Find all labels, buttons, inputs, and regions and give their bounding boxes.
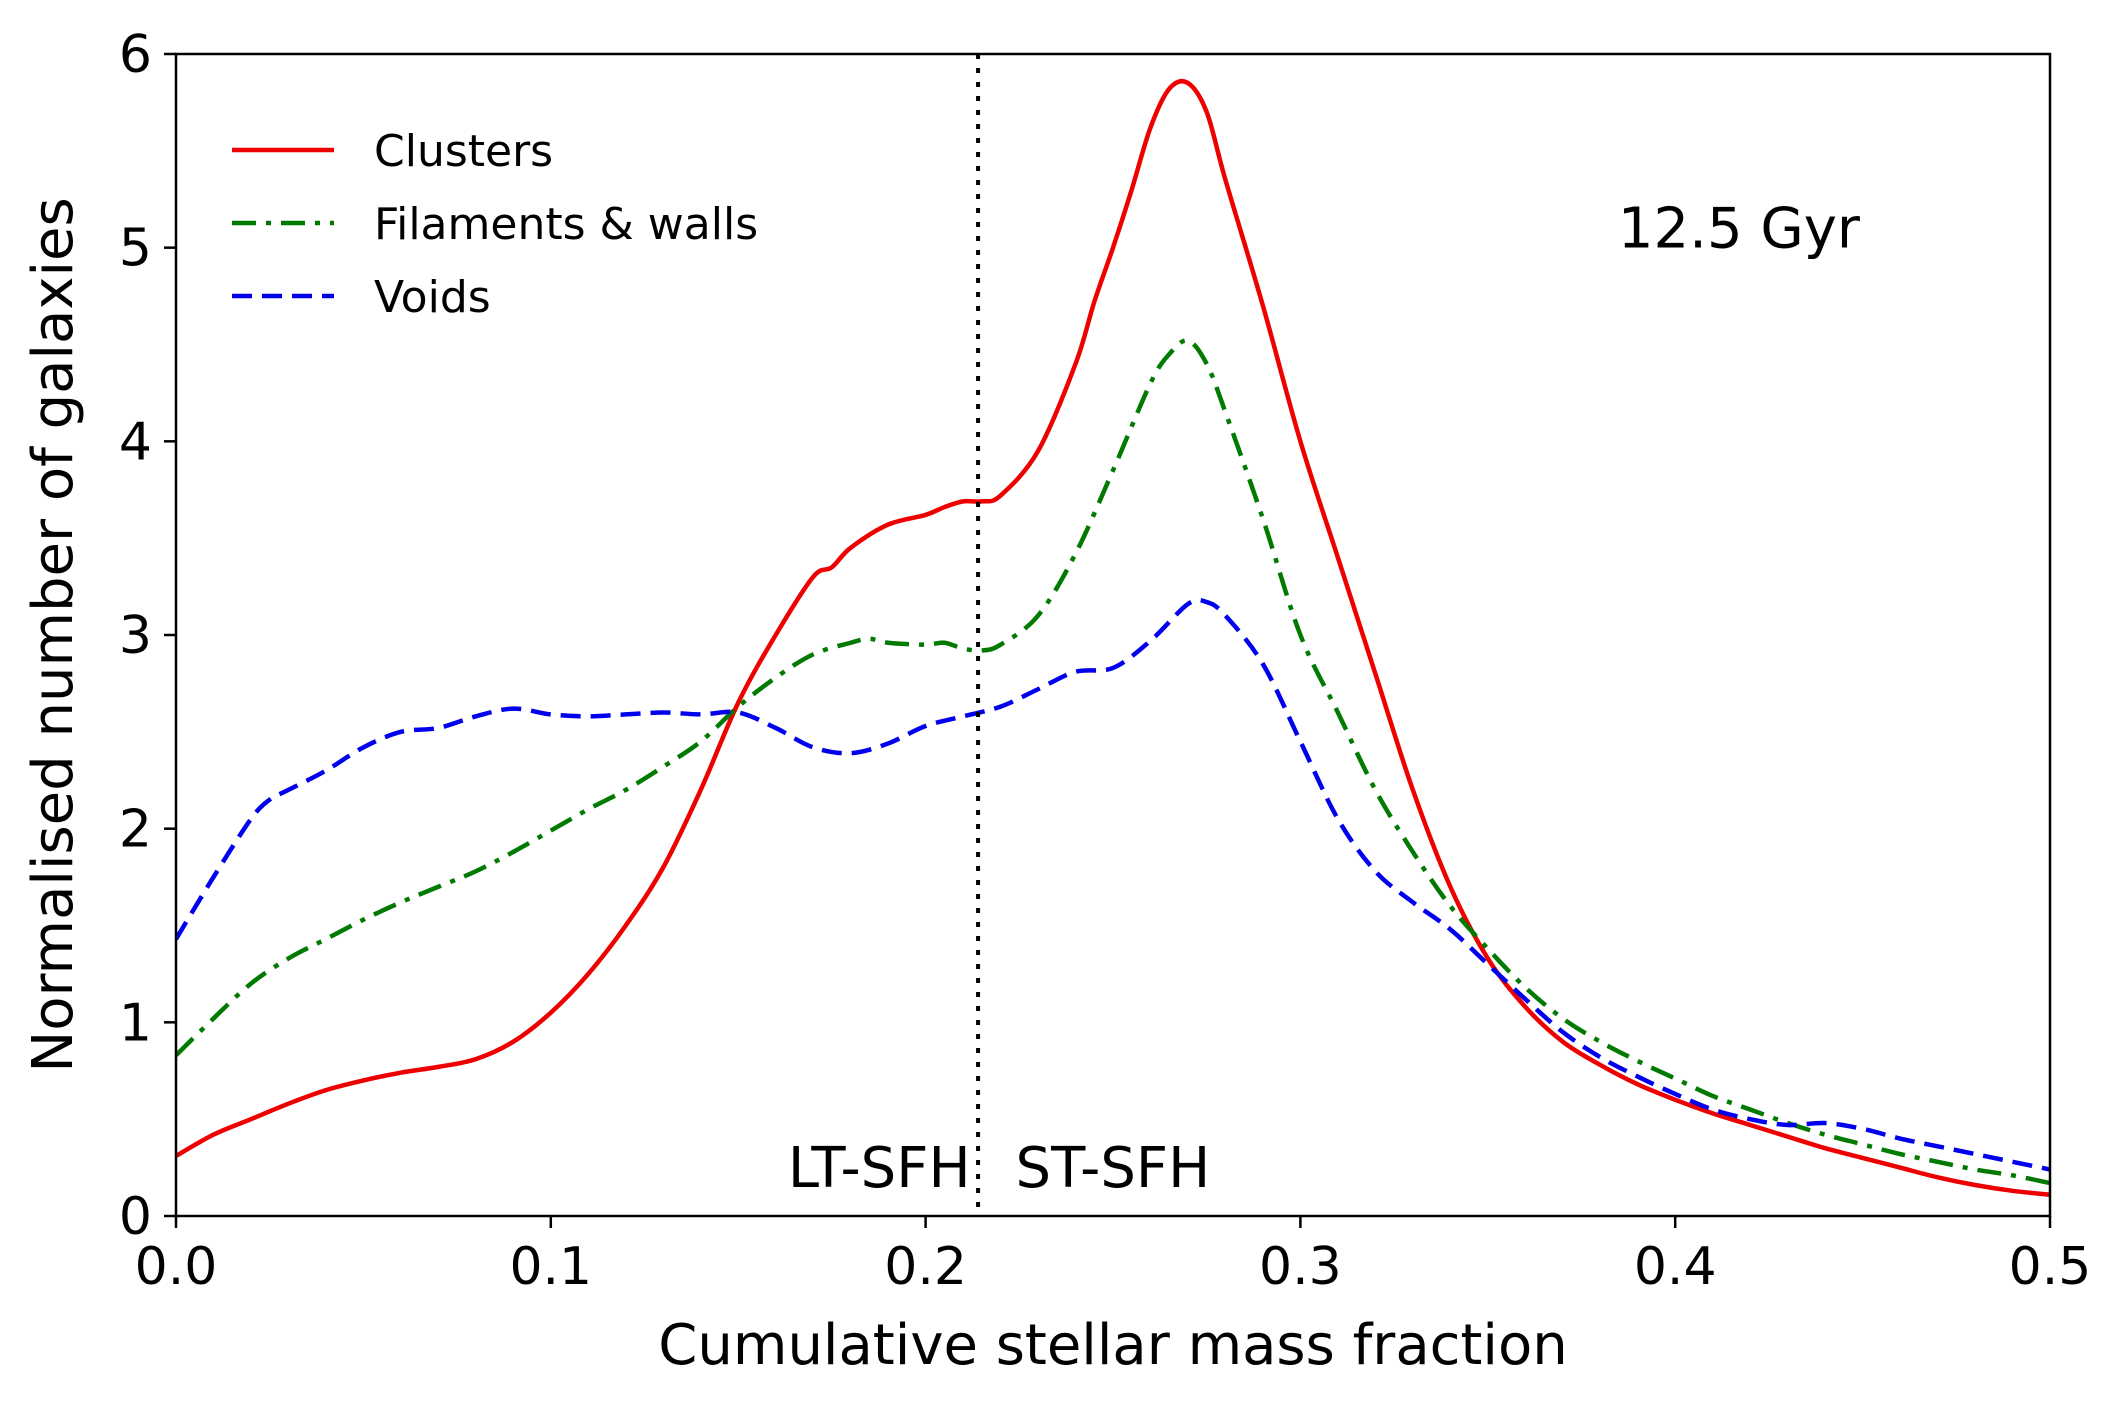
- x-axis-label: Cumulative stellar mass fraction: [658, 1313, 1567, 1378]
- y-tick-label: 6: [119, 25, 152, 85]
- region-labels: LT-SFH ST-SFH: [788, 1136, 1210, 1201]
- legend-label-filaments-walls: Filaments & walls: [374, 199, 758, 250]
- series-line-voids: [176, 597, 2050, 1172]
- series-layer: [176, 78, 2050, 1197]
- region-label-lt-sfh: LT-SFH: [788, 1136, 971, 1201]
- y-tick-label: 0: [119, 1187, 152, 1247]
- region-label-st-sfh: ST-SFH: [1016, 1136, 1211, 1201]
- x-tick-label: 0.2: [884, 1237, 967, 1297]
- x-tick-label: 0.4: [1634, 1237, 1717, 1297]
- legend-label-voids: Voids: [374, 272, 491, 323]
- x-axis-ticks: 0.0 0.1 0.2 0.3 0.4 0.5: [135, 1216, 2092, 1297]
- y-tick-label: 5: [119, 219, 152, 279]
- y-tick-label: 3: [119, 606, 152, 666]
- x-tick-label: 0.1: [509, 1237, 592, 1297]
- x-tick-label: 0.3: [1259, 1237, 1342, 1297]
- x-tick-label: 0.0: [135, 1237, 218, 1297]
- legend: Clusters Filaments & walls Voids: [232, 126, 758, 323]
- legend-label-clusters: Clusters: [374, 126, 553, 177]
- epoch-annotation: 12.5 Gyr: [1618, 197, 1861, 262]
- y-tick-label: 4: [119, 412, 152, 472]
- y-axis-ticks: 0 1 2 3 4 5 6: [119, 25, 176, 1247]
- y-axis-label: Normalised number of galaxies: [21, 197, 86, 1072]
- x-tick-label: 0.5: [2009, 1237, 2092, 1297]
- y-tick-label: 2: [119, 800, 152, 860]
- series-line-clusters: [176, 78, 2050, 1197]
- y-tick-label: 1: [119, 993, 152, 1053]
- series-line-filaments-walls: [176, 338, 2050, 1186]
